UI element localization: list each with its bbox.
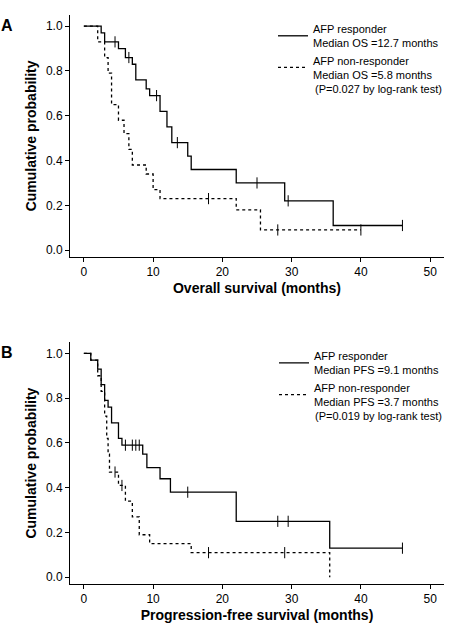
svg-text:30: 30 (285, 265, 299, 279)
svg-text:Cumulative probability: Cumulative probability (23, 60, 39, 211)
svg-text:AFP non-responderMedian PFS =3: AFP non-responderMedian PFS =3.7 months (314, 382, 439, 408)
svg-text:(P=0.027 by log-rank test): (P=0.027 by log-rank test) (315, 83, 442, 95)
svg-text:20: 20 (216, 265, 230, 279)
svg-text:0.4: 0.4 (46, 154, 63, 168)
svg-text:B: B (1, 344, 13, 361)
svg-text:20: 20 (216, 592, 230, 606)
svg-text:10: 10 (146, 592, 160, 606)
svg-text:Overall survival (months): Overall survival (months) (173, 280, 341, 296)
svg-text:0: 0 (81, 592, 88, 606)
svg-text:40: 40 (354, 592, 368, 606)
svg-text:0.0: 0.0 (46, 243, 63, 257)
svg-text:0.6: 0.6 (46, 436, 63, 450)
svg-text:0.8: 0.8 (46, 391, 63, 405)
svg-text:0.4: 0.4 (46, 481, 63, 495)
svg-text:Cumulative probability: Cumulative probability (23, 387, 39, 538)
svg-text:0.0: 0.0 (46, 570, 63, 584)
svg-text:30: 30 (285, 592, 299, 606)
svg-text:0.2: 0.2 (46, 526, 63, 540)
svg-text:0.2: 0.2 (46, 199, 63, 213)
svg-text:50: 50 (423, 265, 437, 279)
svg-text:Progression-free survival (mon: Progression-free survival (months) (141, 607, 374, 623)
svg-text:10: 10 (146, 265, 160, 279)
svg-text:1.0: 1.0 (46, 19, 63, 33)
svg-text:0.8: 0.8 (46, 64, 63, 78)
svg-text:50: 50 (423, 592, 437, 606)
svg-text:AFP non-responderMedian OS =5.: AFP non-responderMedian OS =5.8 months (313, 55, 432, 81)
svg-text:1.0: 1.0 (46, 347, 63, 361)
svg-text:0.6: 0.6 (46, 109, 63, 123)
svg-text:A: A (1, 17, 13, 34)
svg-text:40: 40 (354, 265, 368, 279)
svg-text:AFP responderMedian PFS =9.1 m: AFP responderMedian PFS =9.1 months (314, 350, 439, 376)
svg-text:(P=0.019 by log-rank test): (P=0.019 by log-rank test) (315, 410, 442, 422)
svg-text:AFP responderMedian OS =12.7 m: AFP responderMedian OS =12.7 months (313, 23, 439, 49)
svg-text:0: 0 (81, 265, 88, 279)
